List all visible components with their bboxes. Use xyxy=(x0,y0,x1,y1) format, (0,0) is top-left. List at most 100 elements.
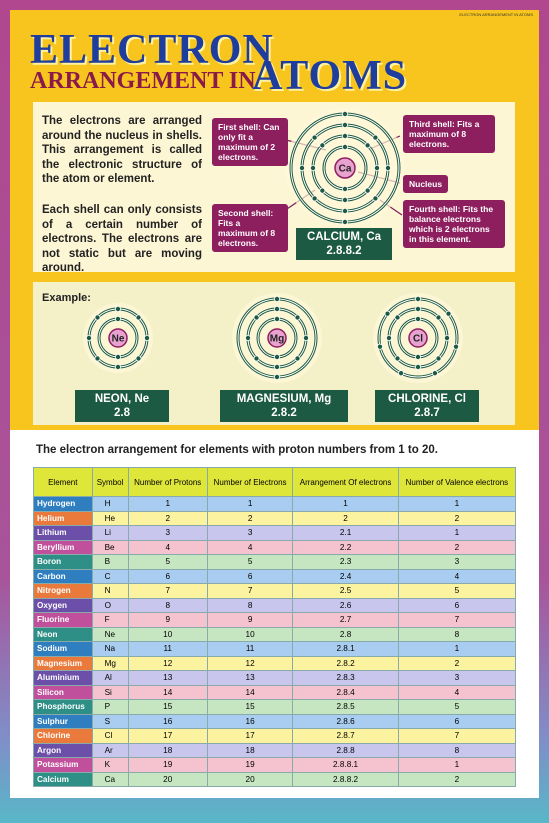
electron xyxy=(384,310,391,317)
table-cell: 4 xyxy=(127,539,208,555)
electron xyxy=(319,187,326,194)
electron xyxy=(435,355,442,362)
electron xyxy=(298,164,305,171)
electron xyxy=(373,164,380,171)
nucleus-symbol: Cl xyxy=(413,334,423,345)
table-cell: 19 xyxy=(127,757,208,773)
electron xyxy=(302,334,309,341)
electron xyxy=(94,314,101,321)
table-cell: 8 xyxy=(206,597,294,613)
table-cell: 4 xyxy=(397,568,517,584)
electron xyxy=(445,310,452,317)
symbol-cell: C xyxy=(91,568,129,584)
table-cell: 18 xyxy=(127,742,208,758)
electron xyxy=(372,195,379,202)
atom-name: CALCIUM, Ca xyxy=(306,231,382,243)
table-row: Beryllium Be 4 4 2.2 2 xyxy=(33,539,517,555)
table-cell: 17 xyxy=(127,728,208,744)
table-title: The electron arrangement for elements wi… xyxy=(36,444,438,456)
table-cell: 2.1 xyxy=(292,525,399,541)
table-cell: 5 xyxy=(127,554,208,570)
table-cell: 14 xyxy=(206,684,294,700)
table-cell: 2 xyxy=(397,539,517,555)
electron xyxy=(364,142,371,149)
column-header: Number of Electrons xyxy=(206,467,294,497)
electron xyxy=(311,134,318,141)
electron xyxy=(414,353,421,360)
symbol-cell: He xyxy=(91,510,129,526)
electron xyxy=(341,196,348,203)
table-row: Aluminium Al 13 13 2.8.3 3 xyxy=(33,670,517,686)
symbol-cell: Si xyxy=(91,684,129,700)
electron xyxy=(414,315,421,322)
electron xyxy=(384,164,391,171)
electron xyxy=(273,363,280,370)
element-cell: Hydrogen xyxy=(33,496,93,512)
atom-caption: CHLORINE, Cl 2.8.7 xyxy=(375,390,479,422)
table-cell: 2.8.6 xyxy=(292,713,399,729)
table-cell: 2.8.8.2 xyxy=(292,771,399,787)
table-row: Nitrogen N 7 7 2.5 5 xyxy=(33,583,517,599)
table-row: Sodium Na 11 11 2.8.1 1 xyxy=(33,641,517,657)
symbol-cell: N xyxy=(91,583,129,599)
table-cell: 7 xyxy=(397,728,517,744)
table-cell: 2.8.8.1 xyxy=(292,757,399,773)
electron xyxy=(431,370,438,377)
column-header: Number of Valence electrons xyxy=(397,467,517,497)
table-cell: 2.6 xyxy=(292,597,399,613)
atom-caption: CALCIUM, Ca 2.8.8.2 xyxy=(296,228,392,260)
table-cell: 9 xyxy=(206,612,294,628)
element-cell: Potassium xyxy=(33,757,93,773)
table-row: Helium He 2 2 2 2 xyxy=(33,510,517,526)
electron xyxy=(115,353,122,360)
table-cell: 6 xyxy=(127,568,208,584)
element-cell: Helium xyxy=(33,510,93,526)
table-cell: 12 xyxy=(206,655,294,671)
table-cell: 10 xyxy=(127,626,208,642)
element-cell: Carbon xyxy=(33,568,93,584)
table-cell: 1 xyxy=(397,525,517,541)
table-cell: 15 xyxy=(206,699,294,715)
title: ELECTRON xyxy=(30,27,274,73)
table-cell: 1 xyxy=(127,496,208,512)
electron xyxy=(341,111,348,118)
table-cell: 9 xyxy=(127,612,208,628)
element-cell: Nitrogen xyxy=(33,583,93,599)
electron xyxy=(376,343,383,350)
atom-name: CHLORINE, Cl xyxy=(388,393,466,405)
nucleus xyxy=(334,157,356,179)
table-row: Phosphorus P 15 15 2.8.5 5 xyxy=(33,699,517,715)
paragraph: The electrons are arranged around the nu… xyxy=(42,115,202,185)
electron xyxy=(273,373,280,380)
table-cell: 1 xyxy=(397,757,517,773)
symbol-cell: O xyxy=(91,597,129,613)
table-cell: 8 xyxy=(397,626,517,642)
nucleus xyxy=(108,328,128,348)
table-cell: 7 xyxy=(127,583,208,599)
table-cell: 3 xyxy=(397,554,517,570)
electron xyxy=(273,315,280,322)
table-cell: 3 xyxy=(397,670,517,686)
table-cell: 16 xyxy=(127,713,208,729)
callout: Second shell: Fits a maximum of 8 electr… xyxy=(212,204,288,252)
callout: Nucleus xyxy=(403,175,449,193)
electron xyxy=(135,314,142,321)
electron xyxy=(414,305,421,312)
electron xyxy=(414,363,421,370)
nucleus xyxy=(408,328,428,348)
electron xyxy=(341,132,348,139)
table-cell: 8 xyxy=(127,597,208,613)
table-cell: 5 xyxy=(206,554,294,570)
table-cell: 4 xyxy=(397,684,517,700)
table-cell: 1 xyxy=(397,641,517,657)
table-cell: 3 xyxy=(206,525,294,541)
electron xyxy=(253,314,260,321)
electron xyxy=(398,370,405,377)
table-row: Oxygen O 8 8 2.6 6 xyxy=(33,597,517,613)
table-cell: 2 xyxy=(127,510,208,526)
electron xyxy=(443,334,450,341)
callout: First shell: Can only fit a maximum of 2… xyxy=(212,118,288,166)
electron xyxy=(341,143,348,150)
element-table: Element Symbol Number of Protons Number of … xyxy=(33,467,517,787)
